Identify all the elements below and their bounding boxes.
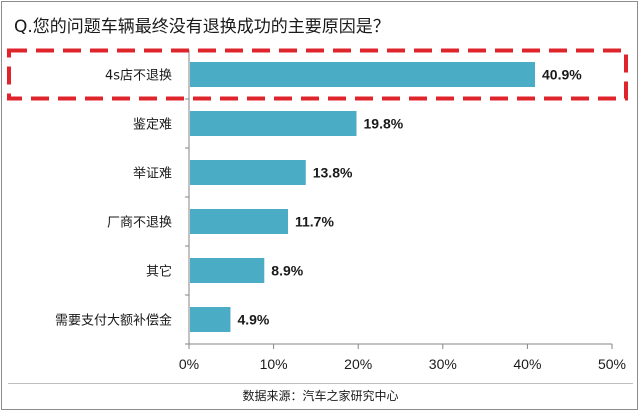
value-label: 13.8% <box>313 165 353 181</box>
category-label: 鉴定难 <box>133 118 172 133</box>
category-label: 厂商不退换 <box>107 216 172 231</box>
x-tick-label: 0% <box>179 356 199 372</box>
x-tick-label: 20% <box>344 356 372 372</box>
bar <box>190 160 306 185</box>
bar <box>190 209 288 234</box>
x-tick-label: 40% <box>513 356 541 372</box>
value-label: 8.9% <box>271 263 303 279</box>
bar <box>190 111 357 136</box>
x-tick-label: 50% <box>598 356 626 372</box>
bar <box>190 258 265 283</box>
category-label: 其它 <box>146 264 172 280</box>
value-label: 11.7% <box>295 214 334 230</box>
category-label: 举证难 <box>133 167 172 182</box>
bar <box>190 307 231 332</box>
source-divider <box>8 383 633 384</box>
category-label: 4s店不退换 <box>105 69 172 84</box>
value-label: 19.8% <box>364 116 404 132</box>
value-label: 4.9% <box>237 312 269 328</box>
bar <box>190 62 536 87</box>
source-note: 数据来源：汽车之家研究中心 <box>242 389 399 403</box>
chart-title: Q.您的问题车辆最终没有退换成功的主要原因是？ <box>14 17 390 37</box>
x-tick-label: 10% <box>260 356 288 372</box>
x-tick-label: 30% <box>429 356 457 372</box>
highlight-box <box>7 48 628 101</box>
category-label: 需要支付大额补偿金 <box>55 313 172 329</box>
value-label: 40.9% <box>542 67 582 83</box>
